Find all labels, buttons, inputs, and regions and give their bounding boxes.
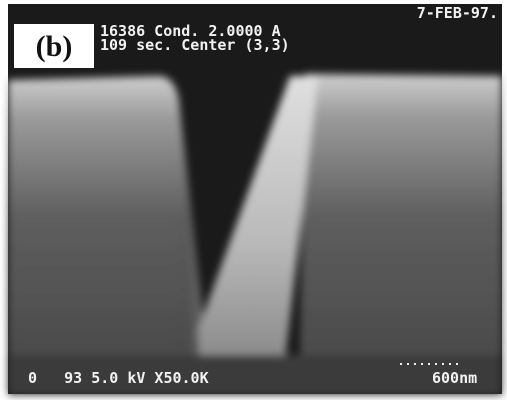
sem-image: (b) 7-FEB-97. 16386 Cond. 2.0000 A 109 s…	[0, 0, 507, 400]
scale-label: 600nm	[432, 369, 477, 387]
date: 7-FEB-97.	[417, 4, 498, 22]
right-plateau	[300, 74, 502, 360]
page: {"panel_label": "(b)", "header": {"date"…	[0, 0, 507, 400]
footer-info: 0 93 5.0 kV X50.0K	[28, 369, 209, 387]
left-edge-glow	[8, 76, 208, 360]
header-line: 109 sec. Center (3,3)	[100, 36, 290, 54]
panel-label: (b)	[36, 30, 73, 63]
